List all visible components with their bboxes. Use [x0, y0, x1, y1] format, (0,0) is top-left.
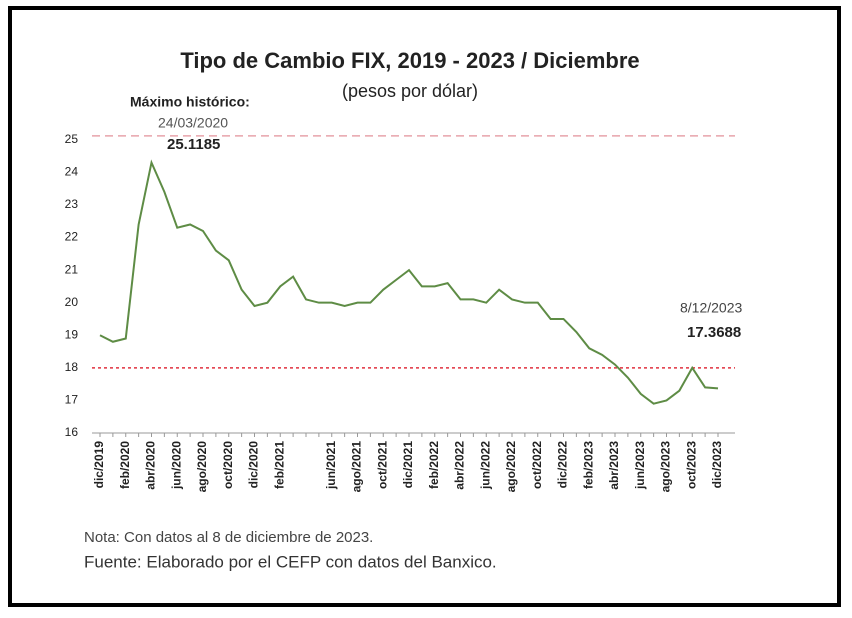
- chart-subtitle: (pesos por dólar): [342, 81, 478, 101]
- frame: [8, 6, 841, 607]
- x-tick-label: dic/2019: [92, 441, 106, 489]
- x-tick-label: oct/2023: [684, 441, 698, 489]
- x-tick-label: jun/2022: [478, 441, 492, 490]
- y-tick-label: 18: [65, 360, 79, 374]
- annotation: 24/03/2020: [158, 115, 228, 131]
- y-tick-label: 17: [65, 393, 79, 407]
- x-tick-label: feb/2021: [272, 441, 286, 489]
- x-tick-label: abr/2023: [607, 441, 621, 490]
- x-tick-label: abr/2022: [453, 441, 467, 490]
- x-tick-label: dic/2023: [710, 441, 724, 489]
- x-tick-label: oct/2020: [221, 441, 235, 489]
- x-tick-label: ago/2022: [504, 441, 518, 493]
- y-tick-label: 16: [65, 425, 79, 439]
- annotation: 25.1185: [167, 136, 220, 153]
- y-tick-label: 23: [65, 197, 79, 211]
- annotation: 8/12/2023: [680, 300, 742, 316]
- x-tick-label: oct/2022: [530, 441, 544, 489]
- x-tick-label: jun/2023: [633, 441, 647, 490]
- y-tick-label: 25: [65, 132, 79, 146]
- x-tick-label: feb/2023: [581, 441, 595, 489]
- note: Fuente: Elaborado por el CEFP con datos …: [84, 552, 497, 571]
- x-tick-label: oct/2021: [375, 441, 389, 489]
- x-tick-label: abr/2020: [144, 441, 158, 490]
- y-tick-label: 21: [65, 262, 79, 276]
- chart-title: Tipo de Cambio FIX, 2019 - 2023 / Diciem…: [180, 48, 639, 73]
- annotation: 17.3688: [687, 324, 741, 341]
- y-tick-label: 22: [65, 230, 79, 244]
- x-tick-label: dic/2022: [556, 441, 570, 489]
- x-tick-label: dic/2021: [401, 441, 415, 489]
- x-tick-label: ago/2021: [350, 441, 364, 493]
- x-tick-label: ago/2020: [195, 441, 209, 493]
- x-tick-label: feb/2020: [118, 441, 132, 489]
- x-tick-label: feb/2022: [427, 441, 441, 489]
- y-tick-label: 24: [65, 165, 79, 179]
- x-tick-label: dic/2020: [247, 441, 261, 489]
- y-tick-label: 19: [65, 327, 79, 341]
- x-tick-label: jun/2020: [169, 441, 183, 490]
- x-tick-label: ago/2023: [659, 441, 673, 493]
- x-tick-label: jun/2021: [324, 441, 338, 490]
- annotation: Máximo histórico:: [130, 94, 250, 110]
- y-tick-label: 20: [65, 295, 79, 309]
- line-series: [99, 159, 719, 405]
- note: Nota: Con datos al 8 de diciembre de 202…: [84, 529, 373, 546]
